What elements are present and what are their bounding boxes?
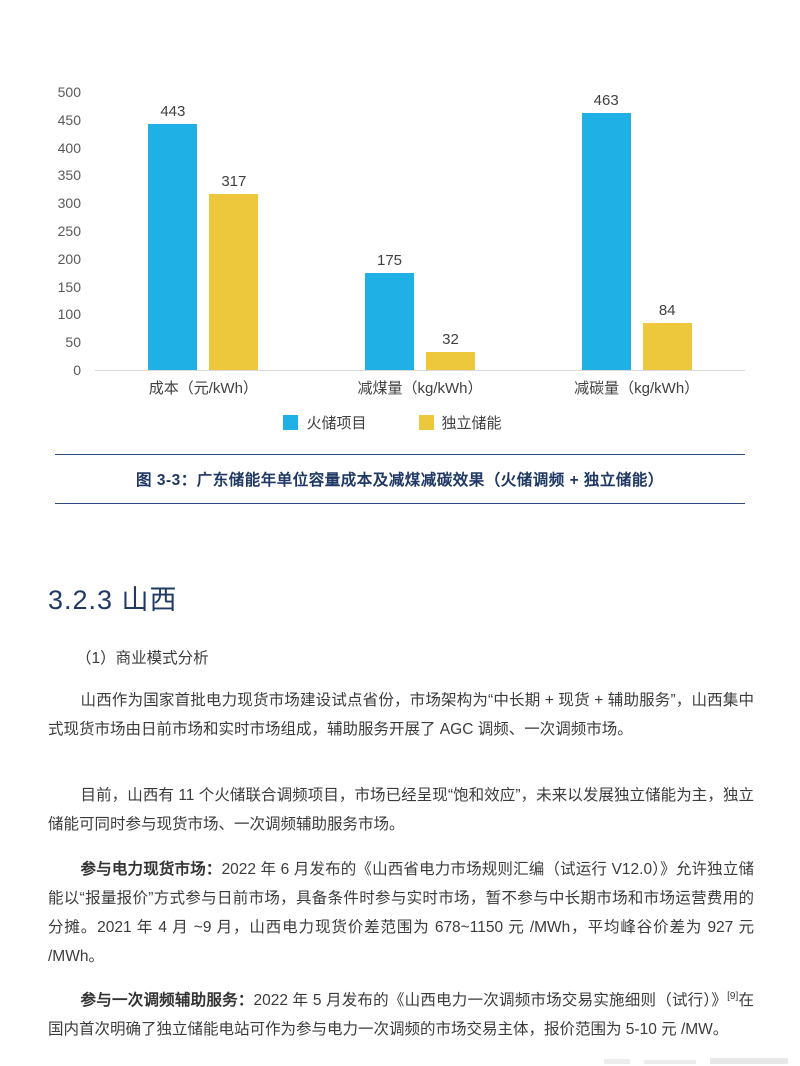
bar-group: 463 84 [528,92,745,370]
watermark-mark [710,1058,788,1064]
y-tick-label: 100 [57,306,81,323]
figure-caption: 图 3-3：广东储能年单位容量成本及减煤减碳效果（火储调频 + 独立储能） [55,454,745,504]
bar-value-label: 32 [442,331,459,349]
bar-value-label: 84 [658,302,676,320]
chart-legend: 火储项目 独立储能 [40,412,745,433]
paragraph-frequency-service-pre: 2022 年 5 月发布的《山西电力一次调频市场交易实施细则（试行）》 [253,992,728,1009]
y-tick-label: 150 [57,278,81,295]
x-axis-category-label: 减碳量（kg/kWh） [574,380,700,397]
bar-独立储能 [209,193,259,370]
bar-and-label: 317 [209,92,259,370]
y-axis: 500 450 400 350 300 250 200 150 100 50 0 [40,85,95,377]
watermark-mark [644,1060,696,1064]
bar-独立储能 [426,352,475,370]
y-tick-label: 0 [73,361,81,378]
bar-value-label: 175 [376,251,403,269]
paragraph-spot-market-text: 2022 年 6 月发布的《山西省电力市场规则汇编（试运行 V12.0）》允许独… [48,861,754,965]
watermark-mark [604,1059,630,1064]
legend-item: 火储项目 [283,412,367,433]
bar-火储项目 [581,112,631,370]
y-tick-label: 400 [57,139,81,156]
bar-chart: 500 450 400 350 300 250 200 150 100 50 0 443 317 175… [40,85,745,433]
paragraph-frequency-service-post: 在国内首次明确了独立储能电站可作为参与电力一次调频的市场交易主体，报价范围为 5… [48,992,754,1038]
bar-and-label: 84 [642,92,692,370]
plot-area: 443 317 175 32 463 84 [95,92,745,371]
chart-main: 443 317 175 32 463 84 成本（元/kWh） 减煤量（kg/kWh） 减碳量… [95,92,745,398]
legend-swatch-icon [418,415,434,430]
legend-swatch-icon [283,415,299,430]
bar-and-label: 443 [148,92,198,370]
bar-group: 443 317 [95,92,312,370]
bar-and-label: 32 [426,92,475,370]
figure-caption-text: 图 3-3：广东储能年单位容量成本及减煤减碳效果（火储调频 + 独立储能） [136,472,664,489]
y-tick-label: 200 [57,250,81,267]
section-heading: 3.2.3 山西 [48,585,178,615]
chart-body: 500 450 400 350 300 250 200 150 100 50 0 443 317 175… [40,85,745,398]
footnote-reference: [9] [727,990,739,1002]
y-tick-label: 300 [57,195,81,212]
bar-独立储能 [642,323,692,370]
x-axis-category-label: 成本（元/kWh） [148,380,258,397]
paragraph-market-structure: 山西作为国家首批电力现货市场建设试点省份，市场架构为“中长期 + 现货 + 辅助… [48,692,754,738]
bar-group: 175 32 [312,92,529,370]
y-tick-label: 450 [57,111,81,128]
y-tick-label: 250 [57,222,81,239]
paragraph-spot-market: 参与电力现货市场：2022 年 6 月发布的《山西省电力市场规则汇编（试运行 V… [48,855,754,971]
bar-火储项目 [365,272,414,370]
bar-and-label: 463 [581,91,631,370]
legend-item: 独立储能 [418,412,502,433]
y-tick-label: 50 [65,334,81,351]
bar-and-label: 175 [365,92,414,370]
paragraph-frequency-service: 参与一次调频辅助服务：2022 年 5 月发布的《山西电力一次调频市场交易实施细… [48,986,754,1044]
bar-火储项目 [148,123,198,370]
watermark [604,1058,788,1064]
legend-label: 独立储能 [441,415,502,432]
section-subheading: （1）商业模式分析 [76,650,209,667]
legend-label: 火储项目 [306,415,367,432]
paragraph-current-projects: 目前，山西有 11 个火储联合调频项目，市场已经呈现“饱和效应”，未来以发展独立… [48,787,754,833]
paragraph-frequency-service-lead: 参与一次调频辅助服务： [80,992,254,1009]
paragraph-spot-market-lead: 参与电力现货市场： [80,861,222,878]
bar-value-label: 443 [160,102,186,120]
bar-value-label: 317 [221,172,247,190]
y-tick-label: 350 [57,167,81,184]
y-tick-label: 500 [57,84,81,100]
x-axis-labels: 成本（元/kWh） 减煤量（kg/kWh） 减碳量（kg/kWh） [95,377,745,398]
x-axis-category-label: 减煤量（kg/kWh） [357,380,483,397]
bar-value-label: 463 [593,91,619,109]
